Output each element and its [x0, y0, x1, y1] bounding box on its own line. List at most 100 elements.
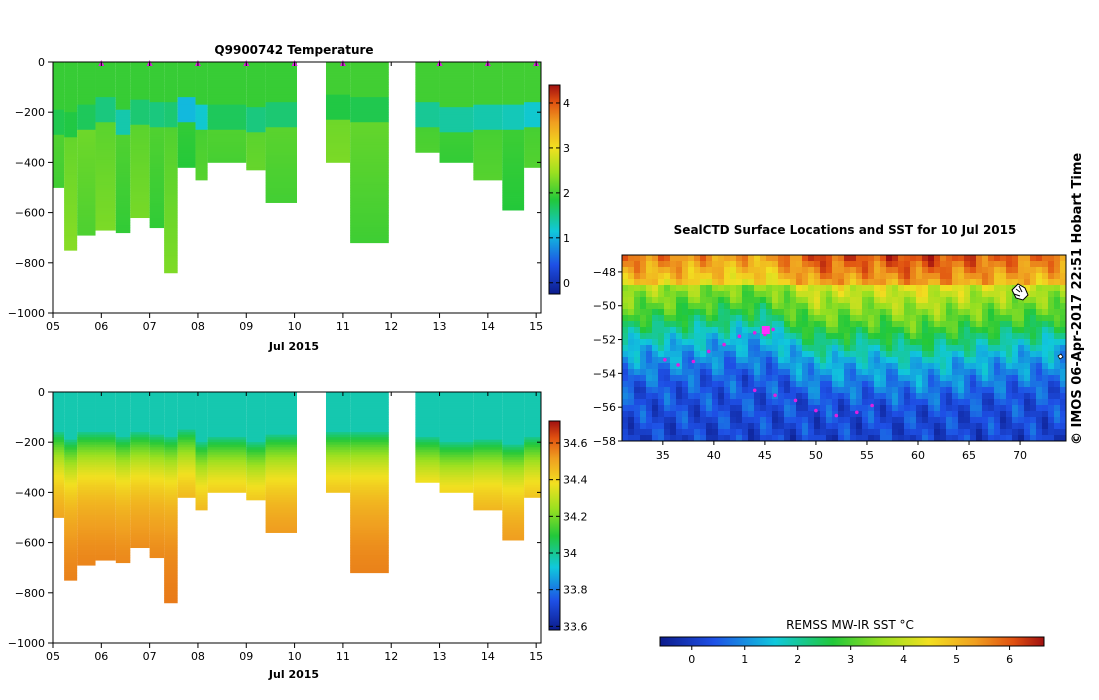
profile-cell [439, 434, 474, 438]
sst-cell [904, 315, 911, 322]
sst-cell [982, 429, 989, 436]
sst-cell [856, 297, 863, 304]
profile-cell [246, 129, 266, 133]
profile-cell [524, 452, 541, 456]
profile-cell [246, 117, 266, 121]
profile-cell [207, 489, 247, 493]
current-location-marker [761, 326, 770, 334]
profile-cell [164, 235, 178, 239]
sst-cell [1018, 261, 1025, 268]
sst-cell [670, 315, 677, 322]
sst-cell [904, 255, 911, 262]
sst-cell [1000, 369, 1007, 376]
profile-cell [130, 497, 150, 501]
sst-cell [940, 321, 947, 328]
sst-cell [652, 255, 659, 262]
sst-cell [814, 417, 821, 424]
profile-cell [195, 399, 208, 403]
sst-cell [754, 393, 761, 400]
profile-cell [439, 142, 474, 146]
sst-cell [778, 339, 785, 346]
profile-cell [524, 69, 541, 73]
sst-cell [724, 393, 731, 400]
profile-cell [502, 407, 525, 410]
profile-cell [325, 144, 351, 148]
sst-cell [772, 261, 779, 268]
sst-cell [736, 417, 743, 424]
profile-cell [246, 482, 266, 486]
sst-cell [664, 393, 671, 400]
profile-cell [115, 167, 131, 171]
profile-cell [473, 124, 503, 128]
profile-cell [130, 522, 150, 526]
sst-cell [658, 405, 665, 412]
sst-cell [946, 423, 953, 430]
profile-cell [325, 442, 351, 446]
profile-cell [502, 144, 525, 148]
sst-cell [1006, 357, 1013, 364]
profile-cell [246, 402, 266, 405]
profile-cell [95, 407, 116, 410]
sst-cell [820, 429, 827, 436]
salinity-y-ticks: 0−200−400−600−800−1000 [8, 386, 541, 650]
profile-cell [524, 162, 541, 166]
profile-cell [149, 552, 165, 556]
sst-cell [682, 369, 689, 376]
sst-cell [1030, 399, 1037, 406]
profile-cell [115, 467, 131, 471]
profile-cell [265, 479, 297, 483]
sst-cell [790, 309, 797, 316]
sst-cell [1006, 309, 1013, 316]
sst-cell [772, 363, 779, 370]
profile-cell [265, 132, 297, 136]
sst-cell [1030, 429, 1037, 436]
profile-cell [502, 512, 525, 516]
sst-cell [736, 285, 743, 292]
sst-cell [1000, 399, 1007, 406]
profile-cell [149, 394, 165, 398]
profile-cell [415, 467, 440, 471]
profile-cell [77, 184, 96, 188]
profile-cell [265, 117, 297, 121]
sst-cell [850, 417, 857, 424]
profile-cell [95, 532, 116, 536]
sst-cell [700, 339, 707, 346]
profile-cell [164, 207, 178, 211]
sst-cell [1054, 363, 1061, 370]
sst-cell [724, 303, 731, 310]
profile-cell [177, 452, 196, 456]
sst-cell [712, 267, 719, 274]
profile-cell [325, 489, 351, 493]
profile-cell [95, 494, 116, 498]
sst-cell [976, 429, 983, 436]
sst-cell [742, 393, 749, 400]
profile-cell [350, 462, 389, 466]
sst-cell [838, 345, 845, 352]
sst-cell [928, 357, 935, 364]
profile-cell [265, 452, 297, 456]
sst-cell [790, 297, 797, 304]
profile-cell [325, 409, 351, 413]
sst-cell [922, 411, 929, 418]
sst-cell [862, 333, 869, 340]
sst-cell [802, 393, 809, 400]
sst-cell [856, 387, 863, 394]
sst-cell [868, 393, 875, 400]
sst-cell [838, 255, 845, 262]
profile-cell [350, 187, 389, 191]
profile-cell [53, 182, 65, 186]
profile-cell [524, 114, 541, 118]
profile-cell [195, 414, 208, 418]
sst-cell [676, 261, 683, 268]
sst-cell [952, 387, 959, 394]
sst-cell [994, 411, 1001, 418]
sst-cell [646, 429, 653, 436]
profile-cell [64, 119, 78, 123]
profile-cell [350, 200, 389, 203]
profile-cell [164, 220, 178, 224]
sst-cell [1036, 351, 1043, 358]
sst-cell [1018, 279, 1025, 286]
sst-cell [760, 273, 767, 280]
sst-cell [886, 357, 893, 364]
sst-cell [904, 261, 911, 268]
